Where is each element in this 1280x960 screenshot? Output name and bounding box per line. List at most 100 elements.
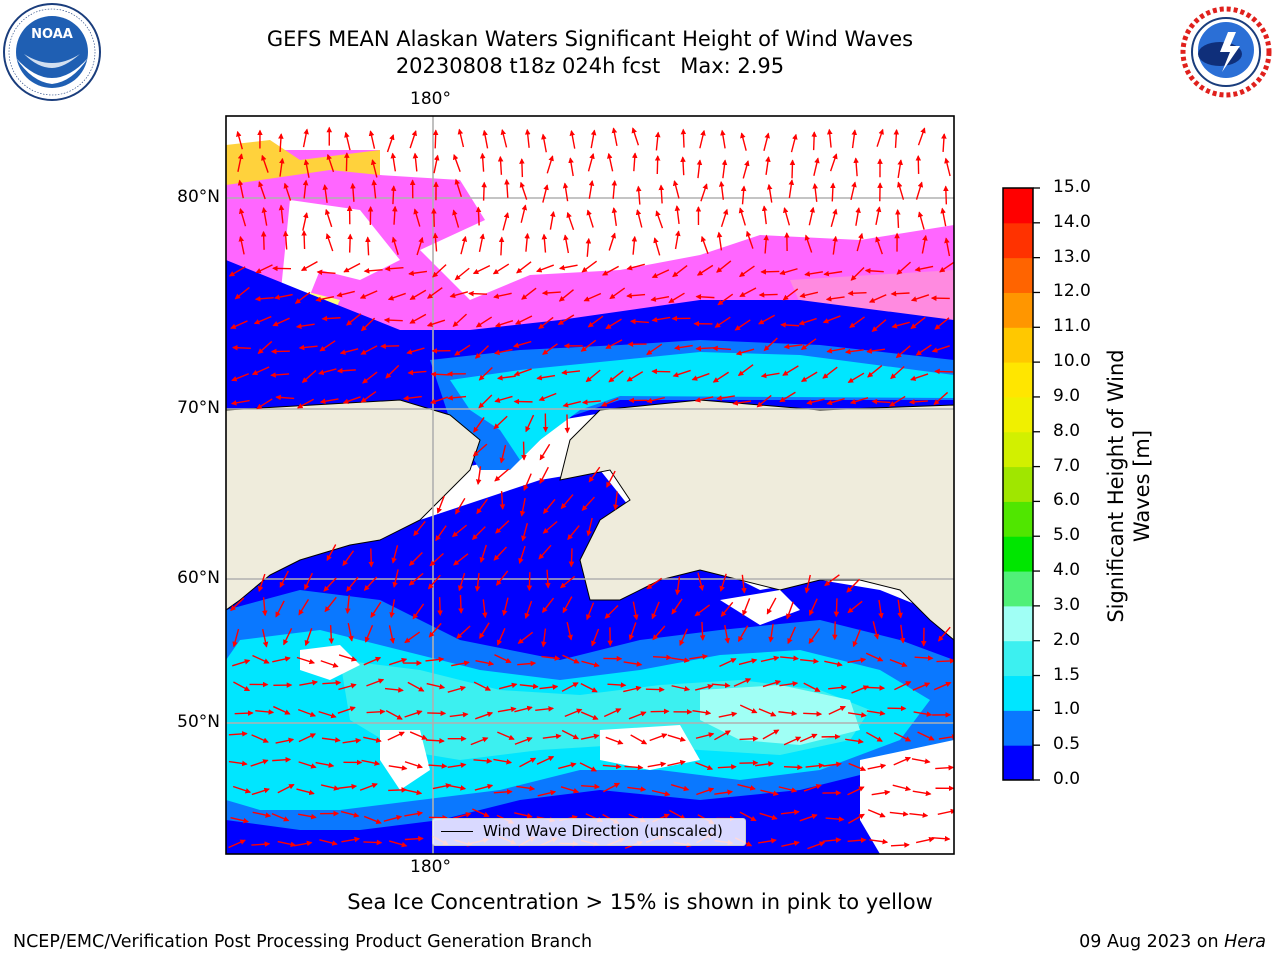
colorbar-tick-label: 13.0 — [1053, 246, 1091, 267]
wind-wave-arrow — [631, 127, 640, 146]
map-field — [226, 116, 954, 854]
lat-label-50: 50°N — [177, 712, 220, 732]
wind-wave-arrow — [867, 365, 883, 378]
wind-wave-arrow — [655, 210, 664, 229]
wind-wave-arrow — [623, 661, 643, 667]
wind-wave-arrow — [363, 736, 382, 743]
wind-wave-arrow — [474, 783, 494, 791]
wind-wave-arrow — [542, 733, 562, 740]
wind-wave-arrow — [667, 759, 686, 767]
wind-wave-arrow — [408, 572, 424, 586]
wind-wave-arrow — [298, 733, 317, 743]
wind-wave-arrow — [799, 291, 819, 299]
wind-wave-arrow — [580, 339, 597, 352]
wind-wave-arrow — [558, 289, 574, 302]
wind-wave-arrow — [409, 313, 427, 324]
wind-wave-arrow — [426, 287, 443, 299]
wind-wave-arrow — [294, 291, 311, 304]
wind-wave-arrow — [788, 179, 795, 199]
footer-date-text: 09 Aug 2023 on — [1079, 932, 1225, 952]
wind-wave-arrow — [278, 133, 284, 153]
wind-wave-arrow — [520, 204, 528, 223]
wind-wave-arrow — [277, 783, 295, 794]
wind-wave-arrow — [342, 738, 362, 744]
wind-wave-arrow — [261, 206, 268, 226]
wind-wave-arrow — [670, 784, 690, 792]
wind-wave-arrow — [479, 622, 490, 639]
wind-wave-arrow — [388, 840, 408, 848]
wind-wave-arrow — [514, 736, 533, 745]
wind-wave-arrow — [494, 468, 510, 482]
wind-wave-arrow — [766, 183, 773, 203]
wind-wave-arrow — [346, 313, 362, 326]
wind-wave-arrow — [915, 836, 935, 844]
wind-wave-arrow — [342, 396, 361, 404]
wind-wave-arrow — [453, 553, 469, 566]
wind-wave-arrow — [895, 208, 901, 228]
wind-wave-arrow — [403, 788, 423, 796]
wind-wave-arrow — [909, 812, 929, 818]
wind-wave-arrow — [537, 789, 557, 797]
wind-wave-arrow — [674, 344, 693, 351]
wind-wave-arrow — [426, 682, 446, 690]
wind-wave-arrow — [338, 783, 358, 790]
wind-wave-arrow — [390, 152, 397, 172]
wind-wave-arrow — [387, 731, 405, 741]
wind-wave-arrow — [432, 264, 447, 278]
wind-wave-arrow — [433, 154, 440, 174]
wind-wave-arrow — [809, 598, 818, 616]
wind-wave-arrow — [453, 812, 472, 819]
wind-wave-arrow — [847, 290, 867, 297]
wind-wave-arrow — [449, 711, 469, 718]
wind-wave-arrow — [694, 604, 711, 617]
wind-wave-arrow — [475, 711, 494, 720]
wind-wave-arrow — [737, 364, 754, 376]
wind-wave-arrow — [321, 737, 341, 743]
wind-wave-arrow — [566, 621, 573, 641]
wind-wave-arrow — [612, 491, 619, 511]
wind-wave-arrow — [228, 839, 246, 849]
wind-wave-arrow — [521, 522, 529, 542]
wind-wave-arrow — [406, 347, 425, 355]
wind-wave-arrow — [738, 265, 755, 278]
wind-wave-arrow — [782, 288, 799, 301]
wind-wave-arrow — [447, 395, 467, 401]
wind-wave-arrow — [237, 153, 244, 172]
wind-wave-arrow — [363, 267, 383, 274]
wind-wave-arrow — [536, 374, 556, 381]
wind-wave-arrow — [388, 625, 396, 644]
wind-wave-arrow — [383, 317, 403, 323]
colorbar-tick-label: 0.5 — [1053, 734, 1081, 755]
wind-wave-arrow — [650, 296, 670, 302]
wind-wave-arrow — [338, 654, 358, 662]
wind-wave-arrow — [409, 289, 427, 300]
wind-wave-arrow — [910, 316, 926, 330]
colorbar-cells — [1003, 188, 1033, 781]
wind-wave-arrow — [541, 233, 548, 253]
wind-wave-arrow — [853, 157, 859, 177]
wind-wave-arrow — [343, 262, 361, 273]
footer-credit: NCEP/EMC/Verification Post Processing Pr… — [13, 932, 593, 952]
wind-wave-arrow — [606, 470, 616, 488]
wind-wave-arrow — [896, 181, 905, 200]
wind-wave-arrow — [849, 397, 869, 405]
wind-wave-arrow — [780, 655, 799, 662]
wind-wave-arrow — [783, 736, 802, 746]
wind-wave-arrow — [388, 765, 408, 771]
wind-wave-arrow — [252, 811, 272, 818]
colorbar-tick-label: 2.0 — [1053, 629, 1081, 650]
wind-wave-arrow — [917, 211, 925, 230]
wind-wave-arrow — [718, 180, 725, 200]
wind-wave-arrow — [447, 685, 467, 693]
wind-wave-arrow — [766, 597, 777, 615]
wind-wave-arrow — [737, 783, 756, 791]
wind-wave-arrow — [363, 815, 382, 824]
wind-wave-arrow — [808, 206, 815, 226]
wind-wave-arrow — [760, 789, 779, 797]
wind-wave-arrow — [513, 340, 532, 348]
wind-wave-arrow — [257, 340, 273, 355]
wind-wave-arrow — [588, 180, 595, 199]
wind-wave-arrow — [328, 625, 335, 645]
wind-wave-arrow — [581, 783, 601, 790]
wind-wave-arrow — [525, 414, 535, 433]
